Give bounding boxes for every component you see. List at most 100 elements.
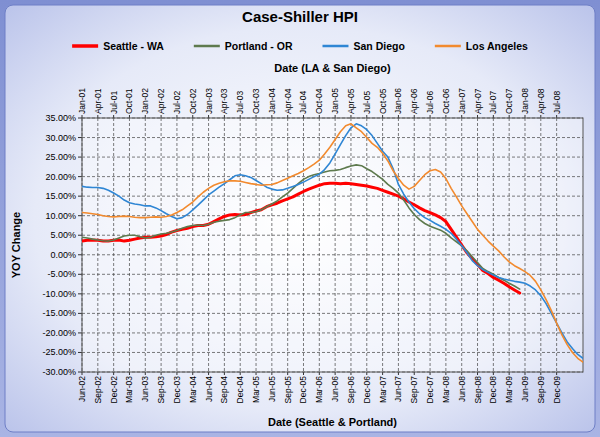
legend-label: San Diego <box>353 40 404 52</box>
y-grid-line <box>82 352 583 353</box>
x-tick-label: Mar-04 <box>188 376 198 403</box>
x-grid-line <box>287 118 288 372</box>
x-tick-label: Mar-09 <box>504 376 514 403</box>
x-tick-label: Sep-08 <box>473 376 483 404</box>
y-tick-label: 0.00% <box>50 250 76 260</box>
legend-label: Los Angeles <box>466 40 528 52</box>
x-tick-label: Dec-03 <box>172 376 182 404</box>
x-grid-line <box>477 118 478 372</box>
y-tick <box>78 176 82 177</box>
y-tick <box>78 254 82 255</box>
x-tick-label: Sep-07 <box>409 376 419 404</box>
x-tick-label: Sep-03 <box>156 376 166 404</box>
x-tick-label: Mar-07 <box>378 376 388 403</box>
y-tick <box>78 137 82 138</box>
y-tick <box>78 196 82 197</box>
x2-tick-label: Oct-02 <box>188 88 198 114</box>
x2-tick-label: Jul-07 <box>488 91 498 114</box>
x-tick-label: Dec-02 <box>109 376 119 404</box>
x-grid-line <box>414 118 415 372</box>
y-grid-line <box>82 313 583 314</box>
legend-label: Seattle - WA <box>103 40 164 52</box>
x-grid-line <box>145 118 146 372</box>
legend-entry: San Diego <box>322 40 404 52</box>
y-tick <box>78 118 82 119</box>
x2-tick-label: Jul-08 <box>552 91 562 114</box>
x2-tick-label: Jan-02 <box>140 88 150 114</box>
y-grid-line <box>82 176 583 177</box>
x-grid-line <box>97 118 98 372</box>
x2-tick-label: Jul-02 <box>172 91 182 114</box>
x2-tick-label: Apr-01 <box>93 88 103 114</box>
x-tick-label: Sep-05 <box>283 376 293 404</box>
x2-tick-label: Apr-02 <box>156 88 166 114</box>
title: Case-Shiller HPI <box>242 8 358 25</box>
x-tick-label: Dec-05 <box>298 376 308 404</box>
x-grid-line <box>176 118 177 372</box>
y-grid-line <box>82 137 583 138</box>
y-tick-label: -30.00% <box>42 367 76 377</box>
x-grid-line <box>208 118 209 372</box>
x2-tick-label: Jan-06 <box>393 88 403 114</box>
x-grid-line <box>350 118 351 372</box>
x2-tick-label: Apr-03 <box>219 88 229 114</box>
y-tick-label: 10.00% <box>45 211 76 221</box>
x-grid-line <box>192 118 193 372</box>
x-grid-line <box>509 118 510 372</box>
x-tick-label: Dec-07 <box>425 376 435 404</box>
x-tick-label: Jun-07 <box>393 376 403 402</box>
y-tick-label: 30.00% <box>45 133 76 143</box>
x-tick-label: Sep-02 <box>93 376 103 404</box>
x2-axis-title: Date (LA & San Diego) <box>274 62 391 74</box>
y-tick-label: -15.00% <box>42 308 76 318</box>
y-tick <box>78 274 82 275</box>
y-grid-line <box>82 274 583 275</box>
x-grid-line <box>430 118 431 372</box>
x2-tick-label: Oct-06 <box>441 88 451 114</box>
x-tick-label: Sep-04 <box>219 376 229 404</box>
x-tick-label: Dec-06 <box>362 376 372 404</box>
x-grid-line <box>540 118 541 372</box>
grid <box>82 118 583 372</box>
x-grid-line <box>240 118 241 372</box>
plot-frame <box>82 118 583 372</box>
y-tick <box>78 372 82 373</box>
x-grid-line <box>524 118 525 372</box>
y-grid-line <box>82 196 583 197</box>
y-tick <box>78 293 82 294</box>
x2-tick-label: Jul-06 <box>425 91 435 114</box>
y-tick-label: 25.00% <box>45 152 76 162</box>
legend-entry: Seattle - WA <box>72 40 164 52</box>
x-grid-line <box>398 118 399 372</box>
x-grid-line <box>382 118 383 372</box>
legend-swatch <box>322 45 348 48</box>
plot-area <box>82 118 583 372</box>
x-tick-label: Jun-04 <box>204 376 214 402</box>
x-tick-label: Mar-08 <box>441 376 451 403</box>
legend-swatch <box>194 45 220 48</box>
legend-entry: Portland - OR <box>194 40 293 52</box>
x-grid-line <box>319 118 320 372</box>
y-tick-label: -5.00% <box>47 269 76 279</box>
y-tick <box>78 313 82 314</box>
x2-tick-label: Jan-05 <box>330 88 340 114</box>
y-tick-label: 5.00% <box>50 230 76 240</box>
x-grid-line <box>445 118 446 372</box>
x-tick-label: Jun-03 <box>140 376 150 402</box>
x2-tick-label: Jul-01 <box>109 91 119 114</box>
x2-tick-label: Jan-07 <box>457 88 467 114</box>
x-tick-label: Dec-09 <box>552 376 562 404</box>
x-tick-label: Mar-06 <box>314 376 324 403</box>
legend-entry: Los Angeles <box>435 40 528 52</box>
x-tick-label: Jun-05 <box>267 376 277 402</box>
y-tick <box>78 215 82 216</box>
y-tick-label: -20.00% <box>42 328 76 338</box>
x2-tick-label: Jan-03 <box>204 88 214 114</box>
x-grid-line <box>256 118 257 372</box>
x-grid-line <box>556 118 557 372</box>
x-tick-label: Jun-06 <box>330 376 340 402</box>
x2-tick-label: Jan-01 <box>77 88 87 114</box>
x2-tick-label: Jul-03 <box>235 91 245 114</box>
chart: Case-Shiller HPI35.00%30.00%25.00%20.00%… <box>0 0 600 437</box>
series-line-top-axis <box>82 124 583 358</box>
